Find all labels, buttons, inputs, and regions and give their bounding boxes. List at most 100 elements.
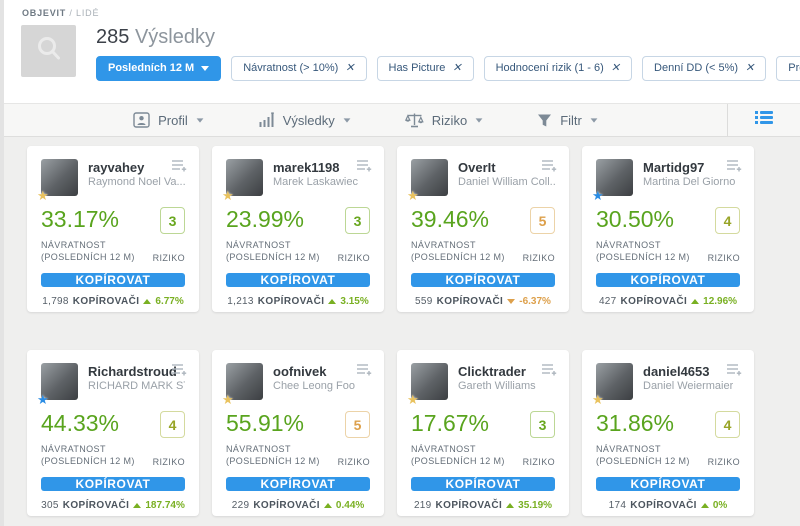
risk-label: RIZIKO (522, 457, 555, 467)
search-icon (34, 34, 64, 69)
copiers-row: 559 KOPÍROVAČI -6.37% (411, 287, 555, 307)
trend-up-icon (328, 299, 337, 304)
add-to-watchlist-icon[interactable] (171, 159, 187, 177)
filter-bar: Posledních 12 M Návratnost (> 10%) Has P… (96, 56, 800, 81)
copy-button[interactable]: KOPÍROVAT (41, 477, 185, 491)
trend-up-icon (691, 299, 700, 304)
results-label: Výsledky (134, 26, 215, 48)
remove-filter-icon[interactable] (611, 63, 620, 74)
trader-username[interactable]: rayvahey (88, 160, 145, 175)
results-count: 285 (96, 26, 130, 48)
avatar[interactable] (596, 159, 633, 196)
copiers-count: 219 (413, 500, 432, 511)
copiers-change-percent: 6.77% (155, 296, 184, 307)
copiers-change-percent: 0.44% (335, 500, 365, 511)
trend-down-icon (507, 299, 516, 304)
copiers-count: 229 (231, 500, 250, 511)
remove-filter-icon[interactable] (745, 63, 754, 74)
toolbar-item-filtr[interactable]: Filtr (537, 113, 598, 128)
add-to-watchlist-icon[interactable] (726, 363, 742, 381)
trader-card[interactable]: marek1198 Marek Laskawiec 23.99% 3 NÁVRA… (212, 146, 384, 312)
list-view-toggle[interactable] (728, 104, 800, 136)
trader-fullname: Raymond Noel Va... (88, 176, 185, 188)
gain-percent: 33.17% (41, 206, 120, 232)
trend-up-icon (506, 503, 515, 508)
copy-button[interactable]: KOPÍROVAT (411, 273, 555, 287)
copy-button[interactable]: KOPÍROVAT (411, 477, 555, 491)
avatar[interactable] (226, 159, 263, 196)
trader-username[interactable]: OverIt (458, 160, 496, 175)
chevron-down-icon (201, 66, 210, 71)
risk-label: RIZIKO (707, 457, 740, 467)
trader-username[interactable]: Clicktrader (458, 364, 526, 379)
gain-label: NÁVRATNOST (POSLEDNÍCH 12 M) (596, 240, 690, 262)
page-header: OBJEVIT / LIDÉ 285 Výsledky Posledních 1… (4, 0, 800, 103)
period-filter-dropdown[interactable]: Posledních 12 M (96, 56, 222, 81)
add-to-watchlist-icon[interactable] (541, 363, 557, 381)
avatar[interactable] (596, 363, 633, 400)
copy-button[interactable]: KOPÍROVAT (596, 477, 740, 491)
copy-button[interactable]: KOPÍROVAT (41, 273, 185, 287)
filter-pill-return[interactable]: Návratnost (> 10%) (231, 56, 367, 81)
trader-card[interactable]: Richardstroud RICHARD MARK ST... 44.33% … (27, 350, 199, 516)
gain-label: NÁVRATNOST (POSLEDNÍCH 12 M) (226, 444, 320, 466)
trader-card[interactable]: Clicktrader Gareth Williams 17.67% 3 NÁV… (397, 350, 569, 516)
toolbar-item-riziko[interactable]: Riziko (404, 112, 483, 129)
breadcrumb-section[interactable]: OBJEVIT (22, 8, 67, 18)
search-tile[interactable] (21, 25, 76, 77)
add-to-watchlist-icon[interactable] (726, 159, 742, 177)
copiers-count: 1,213 (227, 296, 254, 307)
gain-percent: 17.67% (411, 410, 490, 436)
gain-percent: 44.33% (41, 410, 120, 436)
filter-pill-daily-dd[interactable]: Denní DD (< 5%) (642, 56, 767, 81)
add-to-watchlist-icon[interactable] (356, 159, 372, 177)
trader-card[interactable]: daniel4653 Daniel Weiermaier 31.86% 4 NÁ… (582, 350, 754, 516)
trader-username[interactable]: daniel4653 (643, 364, 710, 379)
trader-card[interactable]: OverIt Daniel William Coll... 39.46% 5 N… (397, 146, 569, 312)
copiers-row: 305 KOPÍROVAČI 187.74% (41, 491, 185, 511)
avatar[interactable] (411, 159, 448, 196)
trader-username[interactable]: marek1198 (273, 160, 340, 175)
avatar[interactable] (41, 363, 78, 400)
popular-investor-star-badge (407, 189, 419, 202)
trader-card[interactable]: rayvahey Raymond Noel Va... 33.17% 3 NÁV… (27, 146, 199, 312)
add-to-watchlist-icon[interactable] (171, 363, 187, 381)
person-icon (133, 112, 150, 128)
risk-score-badge: 5 (530, 207, 555, 234)
avatar[interactable] (41, 159, 78, 196)
breadcrumb-page[interactable]: LIDÉ (76, 8, 100, 18)
popular-investor-star-badge (407, 393, 419, 406)
copiers-row: 174 KOPÍROVAČI 0% (596, 491, 740, 511)
toolbar-item-vysledky[interactable]: Výsledky (258, 112, 351, 128)
gain-label: NÁVRATNOST (POSLEDNÍCH 12 M) (226, 240, 320, 262)
trader-fullname: Chee Leong Foo (273, 380, 355, 392)
remove-filter-icon[interactable] (452, 63, 461, 74)
trader-username[interactable]: oofnivek (273, 364, 327, 379)
filter-pill-has-picture[interactable]: Has Picture (376, 56, 474, 81)
toolbar-item-profil[interactable]: Profil (133, 112, 204, 128)
copiers-label: KOPÍROVAČI (257, 296, 325, 307)
copiers-change-percent: 3.15% (340, 296, 369, 307)
gain-percent: 55.91% (226, 410, 305, 436)
copy-button[interactable]: KOPÍROVAT (226, 477, 370, 491)
copy-button[interactable]: KOPÍROVAT (226, 273, 370, 287)
trader-username[interactable]: Martidg97 (643, 160, 705, 175)
trader-card[interactable]: oofnivek Chee Leong Foo 55.91% 5 NÁVRATN… (212, 350, 384, 516)
remove-filter-icon[interactable] (345, 63, 354, 74)
trader-card[interactable]: Martidg97 Martina Del Giorno 30.50% 4 NÁ… (582, 146, 754, 312)
copy-button[interactable]: KOPÍROVAT (596, 273, 740, 287)
gain-percent: 39.46% (411, 206, 490, 232)
view-all-dropdown[interactable]: Prohlédnout vše (776, 56, 800, 81)
risk-label: RIZIKO (522, 253, 555, 263)
avatar[interactable] (226, 363, 263, 400)
risk-score-badge: 4 (715, 207, 740, 234)
add-to-watchlist-icon[interactable] (541, 159, 557, 177)
add-to-watchlist-icon[interactable] (356, 363, 372, 381)
avatar[interactable] (411, 363, 448, 400)
chevron-down-icon (196, 117, 204, 123)
copiers-count: 559 (415, 296, 433, 307)
chevron-down-icon (590, 117, 598, 123)
risk-score-badge: 3 (345, 207, 370, 234)
filter-pill-risk-score[interactable]: Hodnocení rizik (1 - 6) (483, 56, 633, 81)
trader-username[interactable]: Richardstroud (88, 364, 177, 379)
